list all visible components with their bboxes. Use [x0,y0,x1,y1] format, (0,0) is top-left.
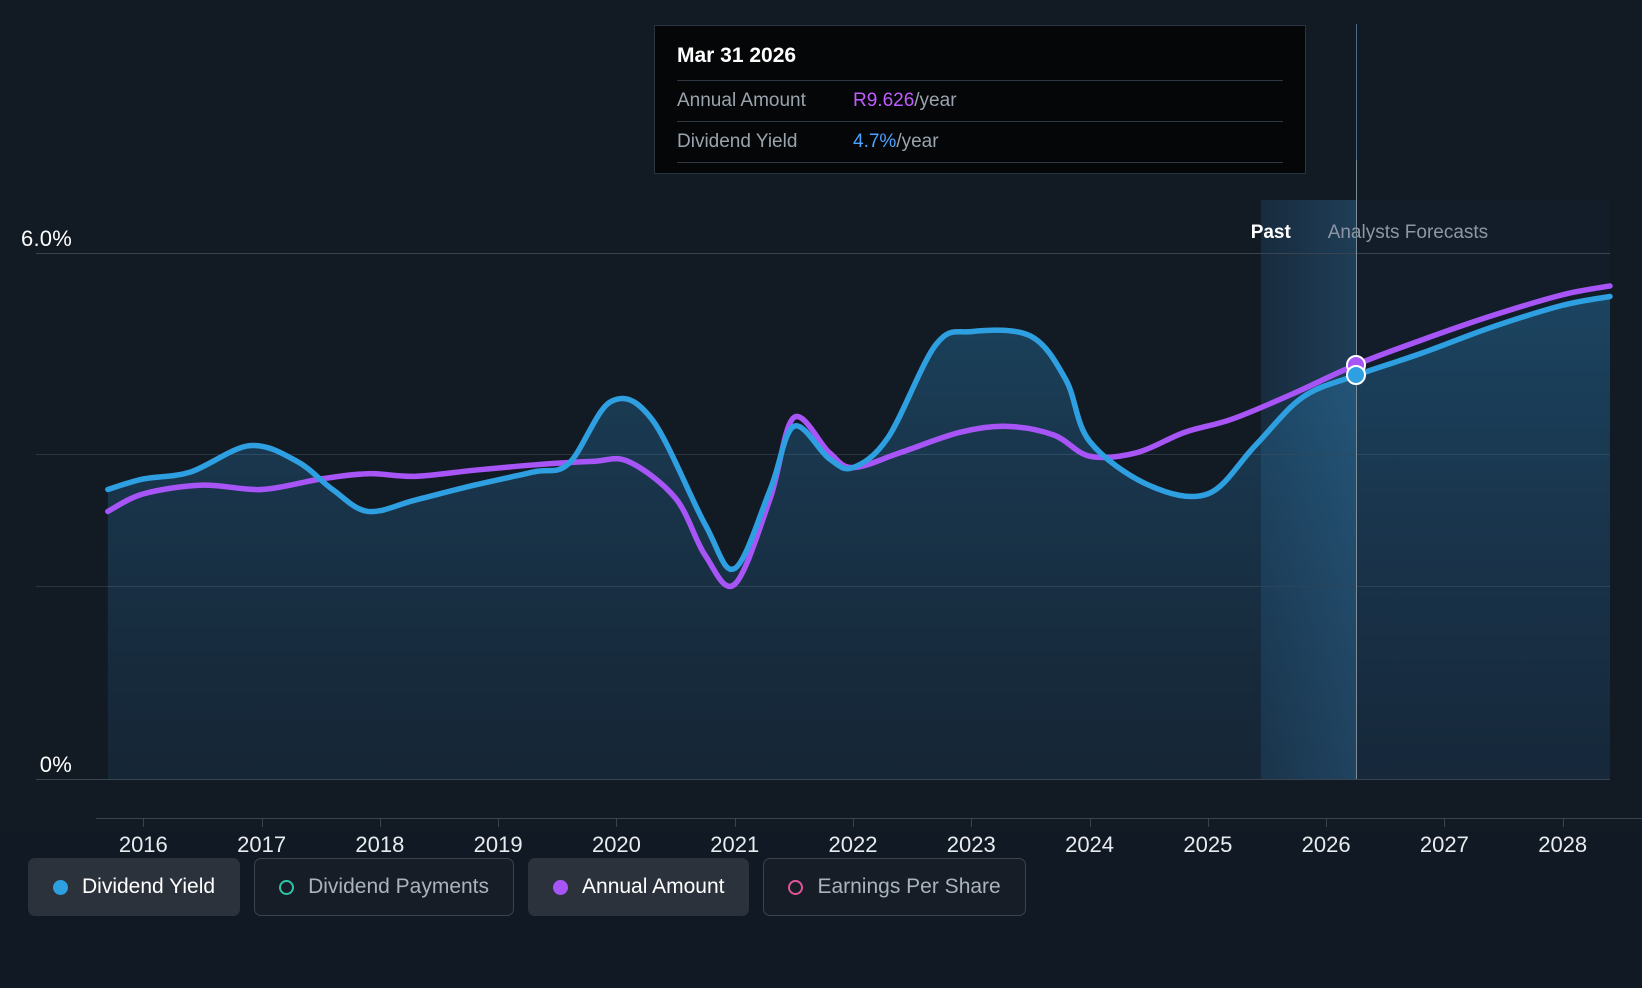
x-axis-line [96,818,1642,819]
filled-dot-icon [53,879,68,895]
x-axis-tick-label: 2017 [237,832,287,857]
x-axis-tick [1444,818,1446,827]
x-axis-tick-label: 2026 [1301,832,1351,857]
gridline [36,252,1610,254]
series-plot [105,283,1613,779]
x-axis-tick-label: 2022 [828,832,878,857]
tooltip-row-unit: /year [914,90,957,111]
hollow-dot-icon [788,879,804,895]
legend-label: Annual Amount [582,875,725,898]
x-axis-tick-label: 2023 [946,832,996,857]
x-axis-tick [971,818,973,827]
tooltip-date: Mar 31 2026 [677,44,1283,81]
x-axis-tick [1089,818,1091,827]
legend-label: Dividend Payments [308,875,490,898]
x-axis-tick [143,818,145,827]
legend-label: Earnings Per Share [817,875,1001,898]
x-axis-tick [1207,818,1209,827]
hollow-dot-icon [279,879,295,895]
legend-button-earnings-per-share[interactable]: Earnings Per Share [763,858,1026,916]
series-legend: Dividend Yield Dividend Payments Annual Am… [28,858,1026,916]
x-axis-tick [1562,818,1564,827]
x-axis-tick [734,818,736,827]
hover-tooltip: Mar 31 2026 Annual Amount R9.626/year Divi… [654,25,1306,174]
gridline [36,779,1610,780]
x-axis-tick-label: 2028 [1538,832,1588,857]
x-axis-tick-label: 2025 [1183,832,1233,857]
x-axis-tick [379,818,381,827]
x-axis-tick [616,818,618,827]
forecast-band-label: Analysts Forecasts [1327,222,1489,243]
filled-dot-icon [553,879,569,895]
x-axis-tick-label: 2016 [118,832,168,857]
x-axis-tick-label: 2019 [473,832,523,857]
tooltip-row-unit: /year [896,131,939,152]
x-axis-tick-label: 2024 [1065,832,1115,857]
x-axis-tick [853,818,854,827]
y-axis-tick-label: 0% [39,752,72,777]
tooltip-row-value: 4.7% [853,131,897,152]
past-band-label: Past [1250,222,1291,243]
x-axis-tick-label: 2021 [710,832,760,857]
tooltip-row-value: R9.626 [853,90,915,111]
legend-label: Dividend Yield [82,875,216,898]
series-line-dividend-yield [105,293,1613,572]
x-axis-tick-label: 2027 [1419,832,1469,857]
series-line-annual-amount [105,283,1613,590]
tooltip-rows: Annual Amount R9.626/year Dividend Yield 4.… [677,81,1283,163]
y-axis-tick-label: 6.0% [21,225,72,251]
x-axis-tick [261,818,263,827]
legend-button-dividend-payments[interactable]: Dividend Payments [254,858,515,916]
hover-cursor-line [1355,160,1357,779]
tooltip-row: Annual Amount R9.626/year [677,81,1283,122]
legend-button-dividend-yield[interactable]: Dividend Yield [28,858,241,916]
legend-button-annual-amount[interactable]: Annual Amount [528,858,750,916]
data-point-marker [1345,365,1366,386]
tooltip-row-key: Dividend Yield [677,131,798,152]
series-area-dividend-yield [107,296,1610,779]
x-axis-tick-label: 2018 [355,832,405,857]
x-axis-tick-label: 2020 [591,832,641,857]
tooltip-row-key: Annual Amount [677,90,806,111]
x-axis-tick [1326,818,1328,827]
x-axis-tick [498,818,500,827]
chart-canvas: 6.0% 0% Past Analysts Forecasts 2016 2017 2… [21,24,1642,857]
tooltip-row: Dividend Yield 4.7%/year [677,122,1283,163]
